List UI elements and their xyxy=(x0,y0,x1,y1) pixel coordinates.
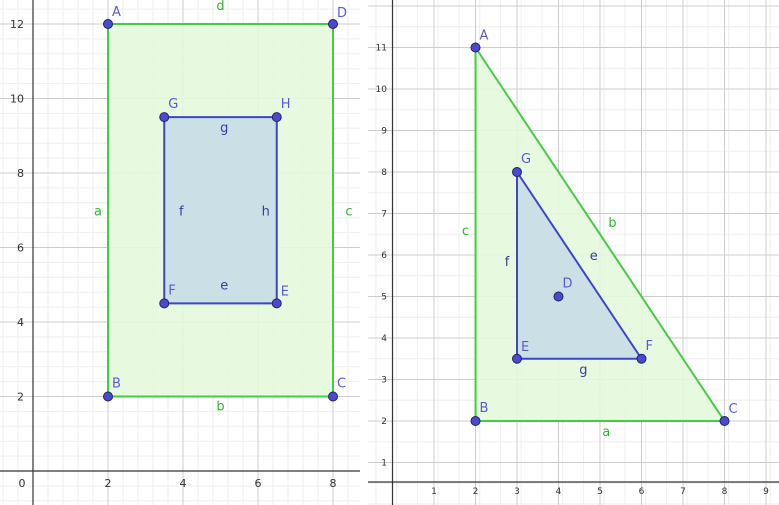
segment-label-e: e xyxy=(590,249,598,264)
point-label-F: F xyxy=(646,339,653,354)
segment-label-a: a xyxy=(602,425,610,440)
segment-label-b: b xyxy=(216,400,224,415)
y-tick-label: 9 xyxy=(381,127,387,137)
point-label-F: F xyxy=(168,283,175,298)
y-tick-label: 10 xyxy=(376,85,388,95)
segment-label-d: d xyxy=(216,0,224,14)
x-tick-label: 8 xyxy=(330,477,337,490)
segment-label-b: b xyxy=(608,216,616,231)
x-tick-label: 2 xyxy=(105,477,112,490)
panel-divider xyxy=(360,0,368,505)
y-tick-label: 5 xyxy=(381,293,387,303)
right-graph-panel[interactable]: 1 2 3 4 5 6 7 8 9 1 2 3 4 5 6 7 8 9 10 11 a b c e f g A B C G E F D xyxy=(368,0,779,505)
point-B[interactable] xyxy=(103,391,113,402)
x-tick-label: 6 xyxy=(639,487,645,497)
y-tick-label: 10 xyxy=(10,93,24,106)
left-coordinate-plane[interactable]: 0 2 4 6 8 2 4 6 8 10 12 a b c d e f g h A B C D F E H G xyxy=(0,0,360,505)
point-E[interactable] xyxy=(512,353,522,364)
point-label-A: A xyxy=(480,29,489,44)
y-tick-label: 6 xyxy=(381,251,387,261)
segment-label-h: h xyxy=(262,204,270,219)
point-label-B: B xyxy=(112,377,121,392)
point-label-G: G xyxy=(168,97,178,112)
point-B[interactable] xyxy=(470,416,481,426)
inner-triangle-efg[interactable] xyxy=(516,168,644,360)
x-tick-label: 8 xyxy=(722,487,728,497)
point-E[interactable] xyxy=(271,298,282,309)
point-label-E: E xyxy=(521,340,529,355)
point-C[interactable] xyxy=(328,391,338,402)
x-tick-label: 7 xyxy=(680,487,686,497)
point-G[interactable] xyxy=(159,112,170,123)
y-tick-label: 8 xyxy=(381,168,387,178)
point-label-H: H xyxy=(281,97,291,112)
point-D[interactable] xyxy=(553,291,564,302)
point-label-B: B xyxy=(480,401,489,416)
y-tick-label: 4 xyxy=(381,334,387,344)
y-tick-label: 12 xyxy=(10,18,24,31)
point-label-A: A xyxy=(112,5,121,20)
point-D[interactable] xyxy=(328,19,338,29)
x-tick-label: 4 xyxy=(556,487,562,497)
segment-label-a: a xyxy=(94,204,102,219)
point-label-C: C xyxy=(729,402,738,417)
segment-label-f: f xyxy=(179,204,184,219)
x-tick-label: 1 xyxy=(431,487,437,497)
segment-label-c: c xyxy=(462,224,469,239)
y-tick-label: 3 xyxy=(381,376,387,386)
segment-label-g: g xyxy=(220,121,228,136)
y-tick-label: 2 xyxy=(17,391,24,404)
segment-label-c: c xyxy=(345,204,352,219)
y-tick-label: 6 xyxy=(17,242,24,255)
point-A[interactable] xyxy=(470,42,481,53)
point-H[interactable] xyxy=(271,112,282,123)
right-coordinate-plane[interactable]: 1 2 3 4 5 6 7 8 9 1 2 3 4 5 6 7 8 9 10 11 a b c e f g A B C G E F D xyxy=(368,0,779,505)
x-tick-label: 4 xyxy=(180,477,187,490)
point-F[interactable] xyxy=(159,298,170,309)
y-tick-label: 7 xyxy=(381,210,387,220)
point-label-D: D xyxy=(563,277,573,292)
y-tick-label: 1 xyxy=(381,459,387,469)
point-label-G: G xyxy=(521,152,531,167)
segment-label-e: e xyxy=(220,278,228,293)
point-F[interactable] xyxy=(636,353,647,364)
x-tick-label: 5 xyxy=(597,487,603,497)
point-label-E: E xyxy=(281,284,289,299)
y-tick-label: 8 xyxy=(17,167,24,180)
x-tick-label: 2 xyxy=(473,487,479,497)
point-label-C: C xyxy=(337,377,346,392)
y-tick-label: 2 xyxy=(381,417,387,427)
point-A[interactable] xyxy=(103,19,113,29)
left-graph-panel[interactable]: 0 2 4 6 8 2 4 6 8 10 12 a b c d e f g h A B C D F E H G xyxy=(0,0,360,505)
x-tick-label: 6 xyxy=(255,477,262,490)
y-tick-label: 4 xyxy=(17,316,24,329)
y-tick-label: 11 xyxy=(376,44,387,54)
point-G[interactable] xyxy=(512,167,522,177)
segment-label-f: f xyxy=(505,255,510,270)
x-tick-label: 0 xyxy=(19,477,26,490)
segment-label-g: g xyxy=(579,363,587,378)
x-tick-label: 9 xyxy=(763,487,769,497)
point-label-D: D xyxy=(337,6,347,21)
point-C[interactable] xyxy=(719,416,730,426)
x-tick-label: 3 xyxy=(514,487,520,497)
